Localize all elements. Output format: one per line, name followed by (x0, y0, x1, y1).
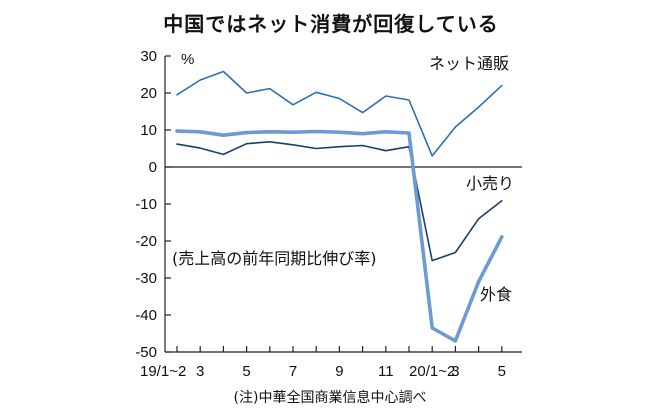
x-tick-label: 19/1~2 (140, 363, 186, 380)
x-tick-label: 5 (498, 363, 506, 380)
chart-title: 中国ではネット消費が回復している (163, 12, 499, 36)
unit-label: % (181, 51, 194, 68)
y-tick-label: 10 (140, 122, 157, 139)
series-line (176, 70, 503, 157)
y-tick-label: -50 (135, 344, 157, 361)
y-tick-label: 30 (140, 48, 157, 65)
x-tick-label: 11 (378, 363, 394, 380)
x-tick-label: 9 (335, 363, 343, 380)
y-tick-label: 20 (140, 85, 157, 102)
x-tick-label: 3 (196, 363, 204, 380)
x-tick-label: 20/1~2 (409, 363, 455, 380)
x-tick-label: 7 (289, 363, 297, 380)
chart-annotation: (売上高の前年同期比伸び率) (172, 249, 377, 268)
series-line (176, 141, 503, 262)
source-note: (注)中華全国商業信息中心調べ (234, 389, 427, 406)
x-tick-label: 5 (242, 363, 250, 380)
y-tick-label: -30 (135, 270, 157, 287)
series-label: ネット通販 (429, 54, 509, 73)
series-label: 外食 (480, 285, 512, 304)
y-tick-label: -10 (135, 196, 157, 213)
y-tick-label: -20 (135, 233, 157, 250)
x-tick-label: 3 (451, 363, 459, 380)
y-tick-label: 0 (149, 159, 157, 176)
y-tick-label: -40 (135, 307, 157, 324)
series-line (175, 129, 504, 343)
series-label: 小売り (466, 174, 514, 193)
